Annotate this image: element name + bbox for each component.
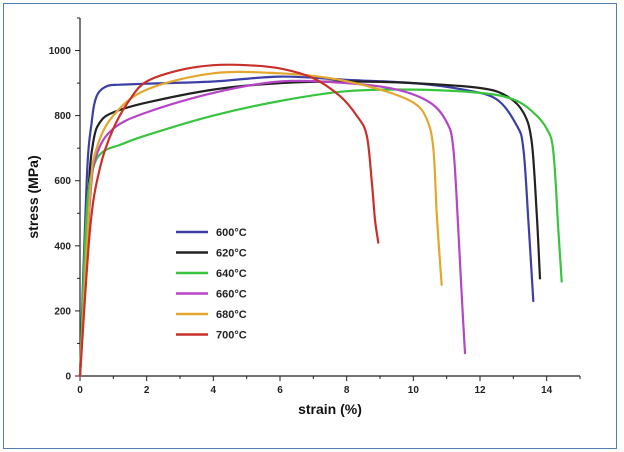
legend: 600°C 620°C 640°C 660°C 680°C 700°C [176,227,247,342]
series-line-600C [78,75,535,378]
series-line-620C [78,80,542,378]
x-tick-label: 10 [408,385,420,396]
legend-label: 620°C [216,248,247,260]
x-tick-label: 2 [144,385,150,396]
y-tick-label: 600 [54,176,71,187]
series-line-640C [78,88,563,378]
legend-label: 700°C [216,330,247,342]
x-tick-label: 4 [211,385,217,396]
x-tick-label: 8 [344,385,350,396]
series-line-660C [78,79,467,378]
y-tick-label: 200 [54,306,71,317]
legend-label: 600°C [216,227,247,239]
x-tick-label: 14 [541,385,553,396]
x-tick-label: 0 [77,385,83,396]
x-tick-label: 6 [277,385,283,396]
x-tick-label: 12 [474,385,486,396]
series-line-700C [78,63,380,378]
series-layer [78,63,563,378]
series-line-680C [78,70,443,378]
y-tick-label: 1000 [49,46,72,57]
y-tick-label: 800 [54,111,71,122]
y-axis-title: stress (MPa) [25,155,41,238]
y-tick-label: 400 [54,241,71,252]
legend-label: 680°C [216,309,247,321]
legend-label: 660°C [216,289,247,301]
axes: 0 2 4 6 8 10 12 14 0 200 400 600 800 1000 [49,17,581,396]
legend-label: 640°C [216,268,247,280]
y-tick-label: 0 [65,372,71,383]
x-axis-title: strain (%) [298,401,362,417]
